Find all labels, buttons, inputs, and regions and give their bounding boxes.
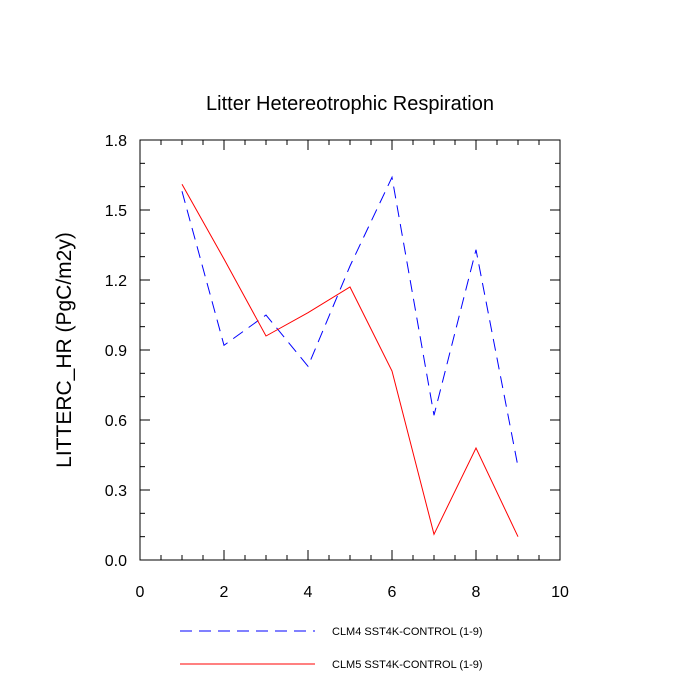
x-tick-label: 0 (136, 584, 145, 601)
y-tick-label: 1.8 (105, 133, 127, 150)
legend-label-1: CLM4 SST4K-CONTROL (1-9) (332, 626, 483, 638)
x-tick-label: 8 (472, 584, 481, 601)
y-tick-label: 0.0 (105, 553, 127, 570)
series-line-1 (181, 175, 519, 467)
y-tick-label: 0.3 (105, 483, 127, 500)
legend-label-2: CLM5 SST4K-CONTROL (1-9) (332, 659, 483, 671)
x-tick-label: 4 (304, 584, 313, 601)
x-tick-label: 10 (551, 584, 569, 601)
y-tick-label: 1.2 (105, 273, 127, 290)
x-tick-label: 6 (388, 584, 397, 601)
y-axis-label: LITTERC_HR (PgC/m2y) (53, 232, 76, 468)
y-tick-label: 0.6 (105, 413, 127, 430)
y-tick-label: 1.5 (105, 203, 127, 220)
plot-area: 0 2 4 6 8 10 0.0 0.3 0.6 0.9 1.2 1.5 1.8 CLM4 SST4K-C… (105, 133, 569, 671)
y-tick-label: 0.9 (105, 343, 127, 360)
plot-frame (139, 139, 561, 561)
chart-title: Litter Hetereotrophic Respiration (206, 93, 494, 115)
x-tick-label: 2 (220, 584, 229, 601)
series-line-2 (181, 184, 519, 537)
